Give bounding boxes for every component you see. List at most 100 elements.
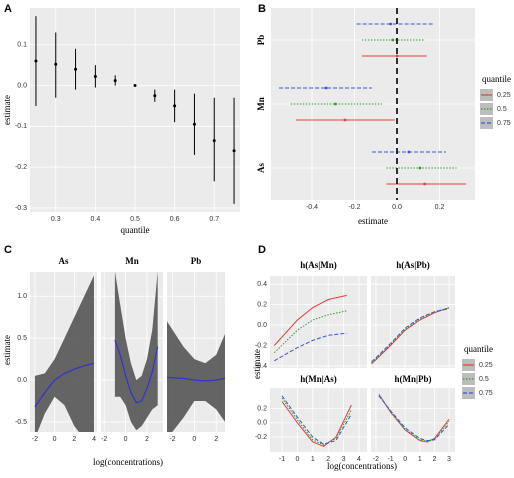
x-tick-label: -0.4 xyxy=(306,204,318,211)
legend-title: quantile xyxy=(464,344,493,354)
legend-key xyxy=(462,373,475,385)
panel-background xyxy=(371,388,455,452)
legend-label: 0.25 xyxy=(479,362,493,369)
y-tick-label: 0.4 xyxy=(257,281,267,288)
facet-title: As xyxy=(58,256,68,266)
line xyxy=(281,401,352,447)
point xyxy=(192,122,196,126)
panel-background xyxy=(371,276,455,368)
legend-label: 0.5 xyxy=(479,376,489,383)
y-tick-label: 0.2 xyxy=(257,405,267,412)
y-tick-label: -0.2 xyxy=(15,164,27,171)
legend-label: 0.75 xyxy=(479,390,493,397)
point xyxy=(333,102,337,106)
facet-title: Pb xyxy=(191,256,202,266)
x-tick-label: 0.4 xyxy=(91,216,101,223)
x-tick-label: -2 xyxy=(101,436,107,443)
line xyxy=(378,395,450,442)
panel-label: C xyxy=(4,244,12,256)
point xyxy=(395,54,399,58)
y-tick-label: Pb xyxy=(256,35,266,46)
line xyxy=(281,397,352,446)
confidence-band xyxy=(114,272,158,431)
point xyxy=(212,139,216,143)
x-tick-label: 4 xyxy=(92,436,96,443)
legend-key xyxy=(480,103,493,115)
legend-title: quantile xyxy=(482,74,511,84)
point xyxy=(173,104,177,108)
point xyxy=(54,62,58,66)
panel-label: D xyxy=(258,244,266,256)
x-tick-label: 4 xyxy=(357,456,361,463)
x-tick-label: -2 xyxy=(32,436,38,443)
x-tick-label: 3 xyxy=(447,456,451,463)
y-tick-label: -0.1 xyxy=(15,123,27,130)
x-tick-label: 2 xyxy=(432,456,436,463)
x-tick-label: 1 xyxy=(418,456,422,463)
point xyxy=(407,150,411,154)
panel-background xyxy=(270,388,367,452)
x-tick-label: 0 xyxy=(192,436,196,443)
line xyxy=(371,307,450,364)
facet-title: h(As|Mn) xyxy=(300,260,336,270)
x-tick-label: -0.2 xyxy=(348,204,360,211)
facet-title: h(As|Pb) xyxy=(396,260,430,270)
x-tick-label: 0.0 xyxy=(392,204,402,211)
y-tick-label: -0.2 xyxy=(255,434,267,441)
fit-line xyxy=(167,376,225,382)
x-axis-label: log(concentrations) xyxy=(327,461,397,471)
x-tick-label: 0.7 xyxy=(209,216,219,223)
y-tick-label: As xyxy=(256,163,266,173)
x-axis-label: estimate xyxy=(358,216,388,226)
point xyxy=(391,38,395,42)
line xyxy=(273,294,347,346)
y-tick-label: 0.0 xyxy=(257,420,267,427)
y-tick-label: -0.4 xyxy=(255,363,267,370)
y-tick-label: 0.1 xyxy=(17,42,27,49)
x-tick-label: 0.6 xyxy=(170,216,180,223)
legend-label: 0.75 xyxy=(497,120,511,127)
fit-line xyxy=(114,339,159,404)
y-tick-label: 0.0 xyxy=(17,82,27,89)
x-tick-label: 0.2 xyxy=(435,204,445,211)
point xyxy=(423,182,427,186)
y-tick-label: Mn xyxy=(256,97,266,111)
point xyxy=(133,84,137,88)
y-tick-label: 0.0 xyxy=(257,322,267,329)
line xyxy=(281,395,352,445)
point xyxy=(34,59,38,63)
y-tick-label: -0.2 xyxy=(255,342,267,349)
confidence-band xyxy=(34,275,94,432)
x-tick-label: 0.3 xyxy=(51,216,61,223)
panel-label: B xyxy=(258,3,266,15)
y-tick-label: 0.2 xyxy=(257,301,267,308)
point xyxy=(324,86,328,90)
point xyxy=(93,75,97,79)
point xyxy=(113,79,117,83)
x-tick-label: -1 xyxy=(279,456,285,463)
x-tick-label: 0 xyxy=(124,436,128,443)
x-tick-label: 3 xyxy=(342,456,346,463)
panel-background xyxy=(270,276,367,368)
y-axis-label: estimate xyxy=(2,335,12,365)
x-tick-label: 2 xyxy=(326,456,330,463)
legend-label: 0.5 xyxy=(497,106,507,113)
point xyxy=(418,166,422,170)
confidence-band xyxy=(167,321,225,432)
y-tick-label: 1.0 xyxy=(17,293,27,300)
x-tick-label: 0.5 xyxy=(130,216,140,223)
point xyxy=(153,94,157,98)
x-tick-label: 2 xyxy=(214,436,218,443)
x-tick-label: 0 xyxy=(403,456,407,463)
point xyxy=(389,22,393,26)
panel-label: A xyxy=(4,3,12,15)
x-tick-label: 0 xyxy=(53,436,57,443)
facet-title: Mn xyxy=(125,256,139,266)
y-tick-label: 0.0 xyxy=(17,377,27,384)
line xyxy=(273,310,347,354)
point xyxy=(343,118,347,122)
x-tick-label: 1 xyxy=(311,456,315,463)
legend-key xyxy=(480,117,493,129)
x-tick-label: 2 xyxy=(72,436,76,443)
